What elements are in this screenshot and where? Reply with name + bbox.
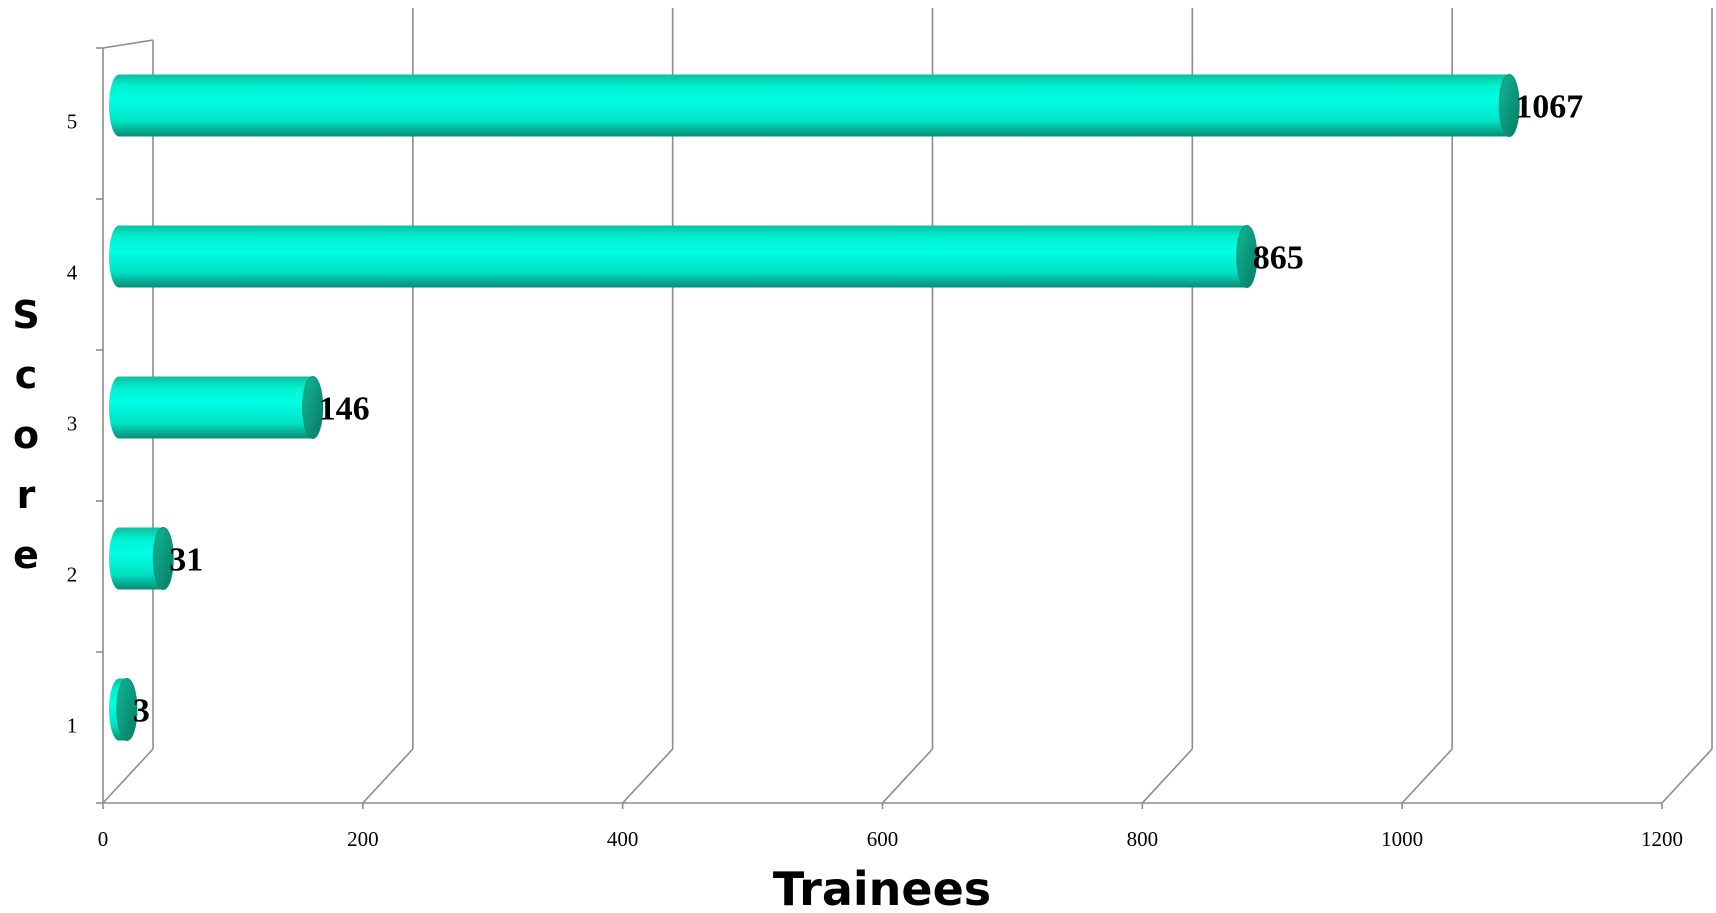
bar-body <box>119 74 1510 137</box>
x-floor-connector <box>881 748 934 804</box>
bar <box>109 225 1258 288</box>
bar-cap <box>116 678 138 741</box>
bar-base <box>109 376 129 439</box>
bar-cap <box>152 527 174 590</box>
x-tick-label: 400 <box>607 827 639 851</box>
bar <box>109 74 1520 137</box>
y-tick-label: 3 <box>67 412 78 436</box>
y-tick-label: 2 <box>67 563 78 587</box>
y-axis-title-letter: r <box>17 473 36 517</box>
x-tick-label: 600 <box>867 827 899 851</box>
x-floor-connector <box>1661 748 1713 804</box>
bar-body <box>119 376 313 439</box>
bar-cap <box>302 376 324 439</box>
bar <box>109 376 324 439</box>
bar-cap <box>1236 225 1258 288</box>
data-label: 3 <box>133 693 150 730</box>
bar <box>109 527 174 590</box>
data-label: 1067 <box>1515 89 1583 126</box>
y-tick-label: 4 <box>67 261 78 285</box>
bar <box>109 678 138 741</box>
x-tick-label: 200 <box>347 827 379 851</box>
data-label: 146 <box>319 391 370 428</box>
data-label: 865 <box>1253 240 1304 277</box>
x-tick-label: 0 <box>98 827 109 851</box>
y-axis-title-letter: e <box>13 533 39 577</box>
x-axis-title: Trainees <box>773 862 991 913</box>
bar-body <box>119 225 1247 288</box>
x-floor-connector <box>1401 748 1453 804</box>
x-tick-label: 1000 <box>1381 827 1423 851</box>
bar-cap <box>1498 74 1520 137</box>
x-tick-label: 800 <box>1127 827 1159 851</box>
x-tick-label: 1200 <box>1641 827 1683 851</box>
x-floor-connector <box>102 748 154 804</box>
x-floor-connector <box>362 748 414 804</box>
y-axis-title-letter: o <box>13 413 39 457</box>
y-tick-label: 5 <box>67 110 78 134</box>
y-axis-title-letter: c <box>15 353 38 397</box>
data-label: 31 <box>169 542 203 579</box>
axis-titles: Trainees S c o r e <box>12 293 991 913</box>
y-wall-top-edge <box>102 39 154 49</box>
x-floor-connector <box>622 748 674 804</box>
bar-base <box>109 225 129 288</box>
bar-base <box>109 527 129 590</box>
y-tick-label: 1 <box>67 714 78 738</box>
bar-base <box>109 74 129 137</box>
y-axis-title-letter: S <box>12 293 39 337</box>
x-floor-connector <box>1141 748 1193 804</box>
bars <box>109 74 1520 741</box>
